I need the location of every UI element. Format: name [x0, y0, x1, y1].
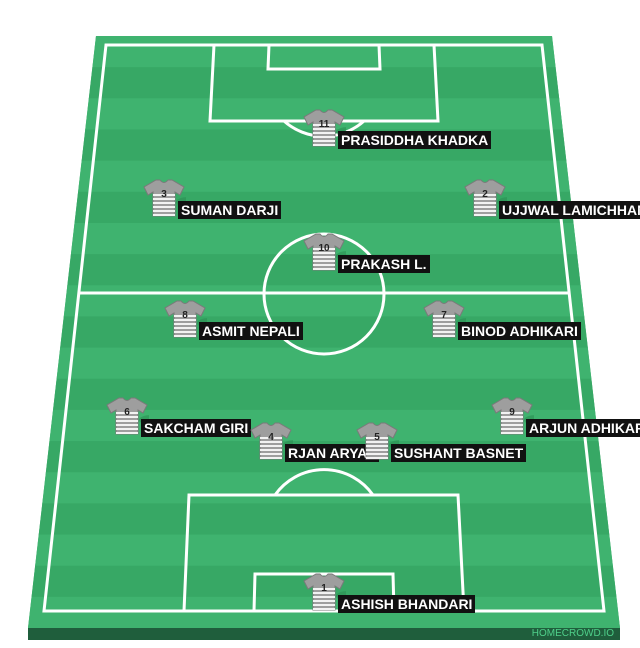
shirt-number: 4: [268, 432, 274, 443]
penalty-arc-bottom: [273, 468, 375, 496]
pitch-stripe: [28, 36, 620, 68]
pitch-stripe: [28, 472, 620, 504]
shirt-number: 7: [441, 310, 447, 321]
goal-area-top: [266, 44, 382, 71]
shirt-number: 6: [124, 407, 130, 418]
player-name: SUMAN DARJI: [178, 201, 282, 219]
player-marker: 6 SAKCHAM GIRI: [105, 396, 345, 437]
pitch-stripe: [28, 160, 620, 193]
player-marker: 8 ASMIT NEPALI: [163, 299, 403, 340]
shirt-icon: [143, 179, 186, 217]
player-name: SAKCHAM GIRI: [141, 419, 252, 437]
player-marker: 1 ASHISH BHANDARI: [302, 572, 542, 613]
player-marker: 10 PRAKASH L.: [302, 232, 542, 273]
shirt-icon: [356, 422, 399, 460]
shirt-icon: [464, 179, 507, 217]
player-marker: 2 UJJWAL LAMICHHANE: [463, 178, 640, 219]
shirt-number: 10: [318, 243, 330, 254]
player-name: SUSHANT BASNET: [391, 444, 527, 462]
shirt-number: 11: [318, 119, 330, 130]
player-name: RJAN ARYAL: [285, 444, 379, 462]
player-marker: 7 BINOD ADHIKARI: [422, 299, 640, 340]
player-name: ASMIT NEPALI: [199, 322, 303, 340]
shirt-icon: [303, 233, 346, 271]
player-marker: 4 RJAN ARYAL: [249, 421, 489, 462]
shirt-number: 5: [374, 432, 380, 443]
shirt-number: 2: [482, 189, 488, 200]
pitch-stripe: [28, 67, 620, 99]
shirt-icon: [250, 422, 293, 460]
pitch-stripe: [28, 534, 620, 567]
shirt-number: 9: [509, 407, 515, 418]
player-name: PRASIDDHA KHADKA: [338, 131, 492, 149]
pitch-stripe: [28, 503, 620, 536]
shirt-number: 1: [321, 583, 327, 594]
player-marker: 9 ARJUN ADHIKARI: [490, 396, 640, 437]
pitch-stripe: [28, 285, 620, 317]
player-marker: 3 SUMAN DARJI: [142, 178, 382, 219]
player-name: ARJUN ADHIKARI: [526, 419, 640, 437]
goal-area-bottom: [252, 572, 396, 612]
player-name: UJJWAL LAMICHHANE: [499, 201, 640, 219]
player-name: ASHISH BHANDARI: [338, 595, 476, 613]
watermark: HOMECROWD.IO: [531, 628, 614, 639]
player-name: PRAKASH L.: [338, 255, 430, 273]
centre-circle: [262, 232, 386, 356]
penalty-box-bottom: [182, 493, 466, 612]
pitch-stripe: [28, 347, 620, 380]
player-marker: 11 PRASIDDHA KHADKA: [302, 108, 542, 149]
player-name: BINOD ADHIKARI: [458, 322, 581, 340]
pitch-base: [28, 628, 620, 640]
touchline: [42, 43, 606, 613]
shirt-icon: [106, 397, 149, 435]
shirt-number: 3: [161, 189, 167, 200]
player-marker: 5 SUSHANT BASNET: [355, 421, 595, 462]
shirt-number: 8: [182, 310, 188, 321]
